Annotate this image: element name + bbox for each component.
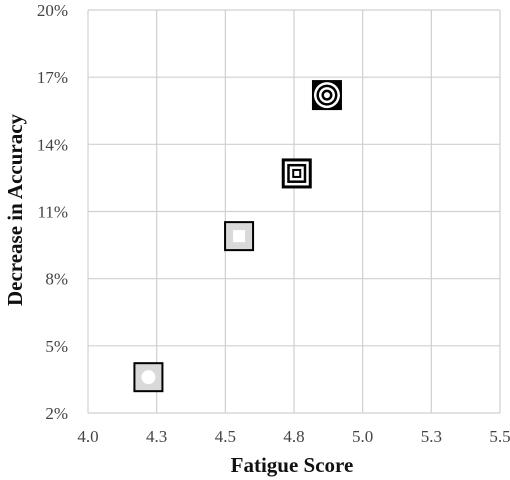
data-point [281, 158, 312, 189]
y-tick-label: 20% [37, 1, 68, 20]
grid [87, 9, 501, 414]
marker-core [141, 370, 156, 385]
x-tick-label: 4.3 [146, 427, 167, 446]
y-tick-label: 17% [37, 68, 68, 87]
x-tick-label: 4.8 [283, 427, 304, 446]
data-point [311, 80, 342, 111]
y-tick-label: 8% [45, 270, 68, 289]
x-tick-label: 4.0 [77, 427, 98, 446]
y-axis-title: Decrease in Accuracy [3, 113, 27, 306]
y-tick-label: 5% [45, 337, 68, 356]
tick-labels: 4.0 4.3 4.5 4.8 5.0 5.3 5.5 2% 5% 8% 11% 14% 17% 20% [37, 1, 510, 446]
y-tick-label: 2% [45, 404, 68, 423]
x-axis-title: Fatigue Score [231, 453, 354, 477]
data-point [224, 221, 255, 252]
marker-ring [323, 92, 330, 99]
x-tick-label: 5.5 [489, 427, 510, 446]
marker-core [233, 230, 246, 243]
marker-ring [294, 170, 300, 176]
x-tick-label: 4.5 [215, 427, 236, 446]
x-tick-label: 5.0 [352, 427, 373, 446]
x-tick-label: 5.3 [421, 427, 442, 446]
data-point [133, 362, 164, 393]
data-points [133, 80, 342, 393]
y-tick-label: 11% [37, 203, 68, 222]
y-tick-label: 14% [37, 135, 68, 154]
